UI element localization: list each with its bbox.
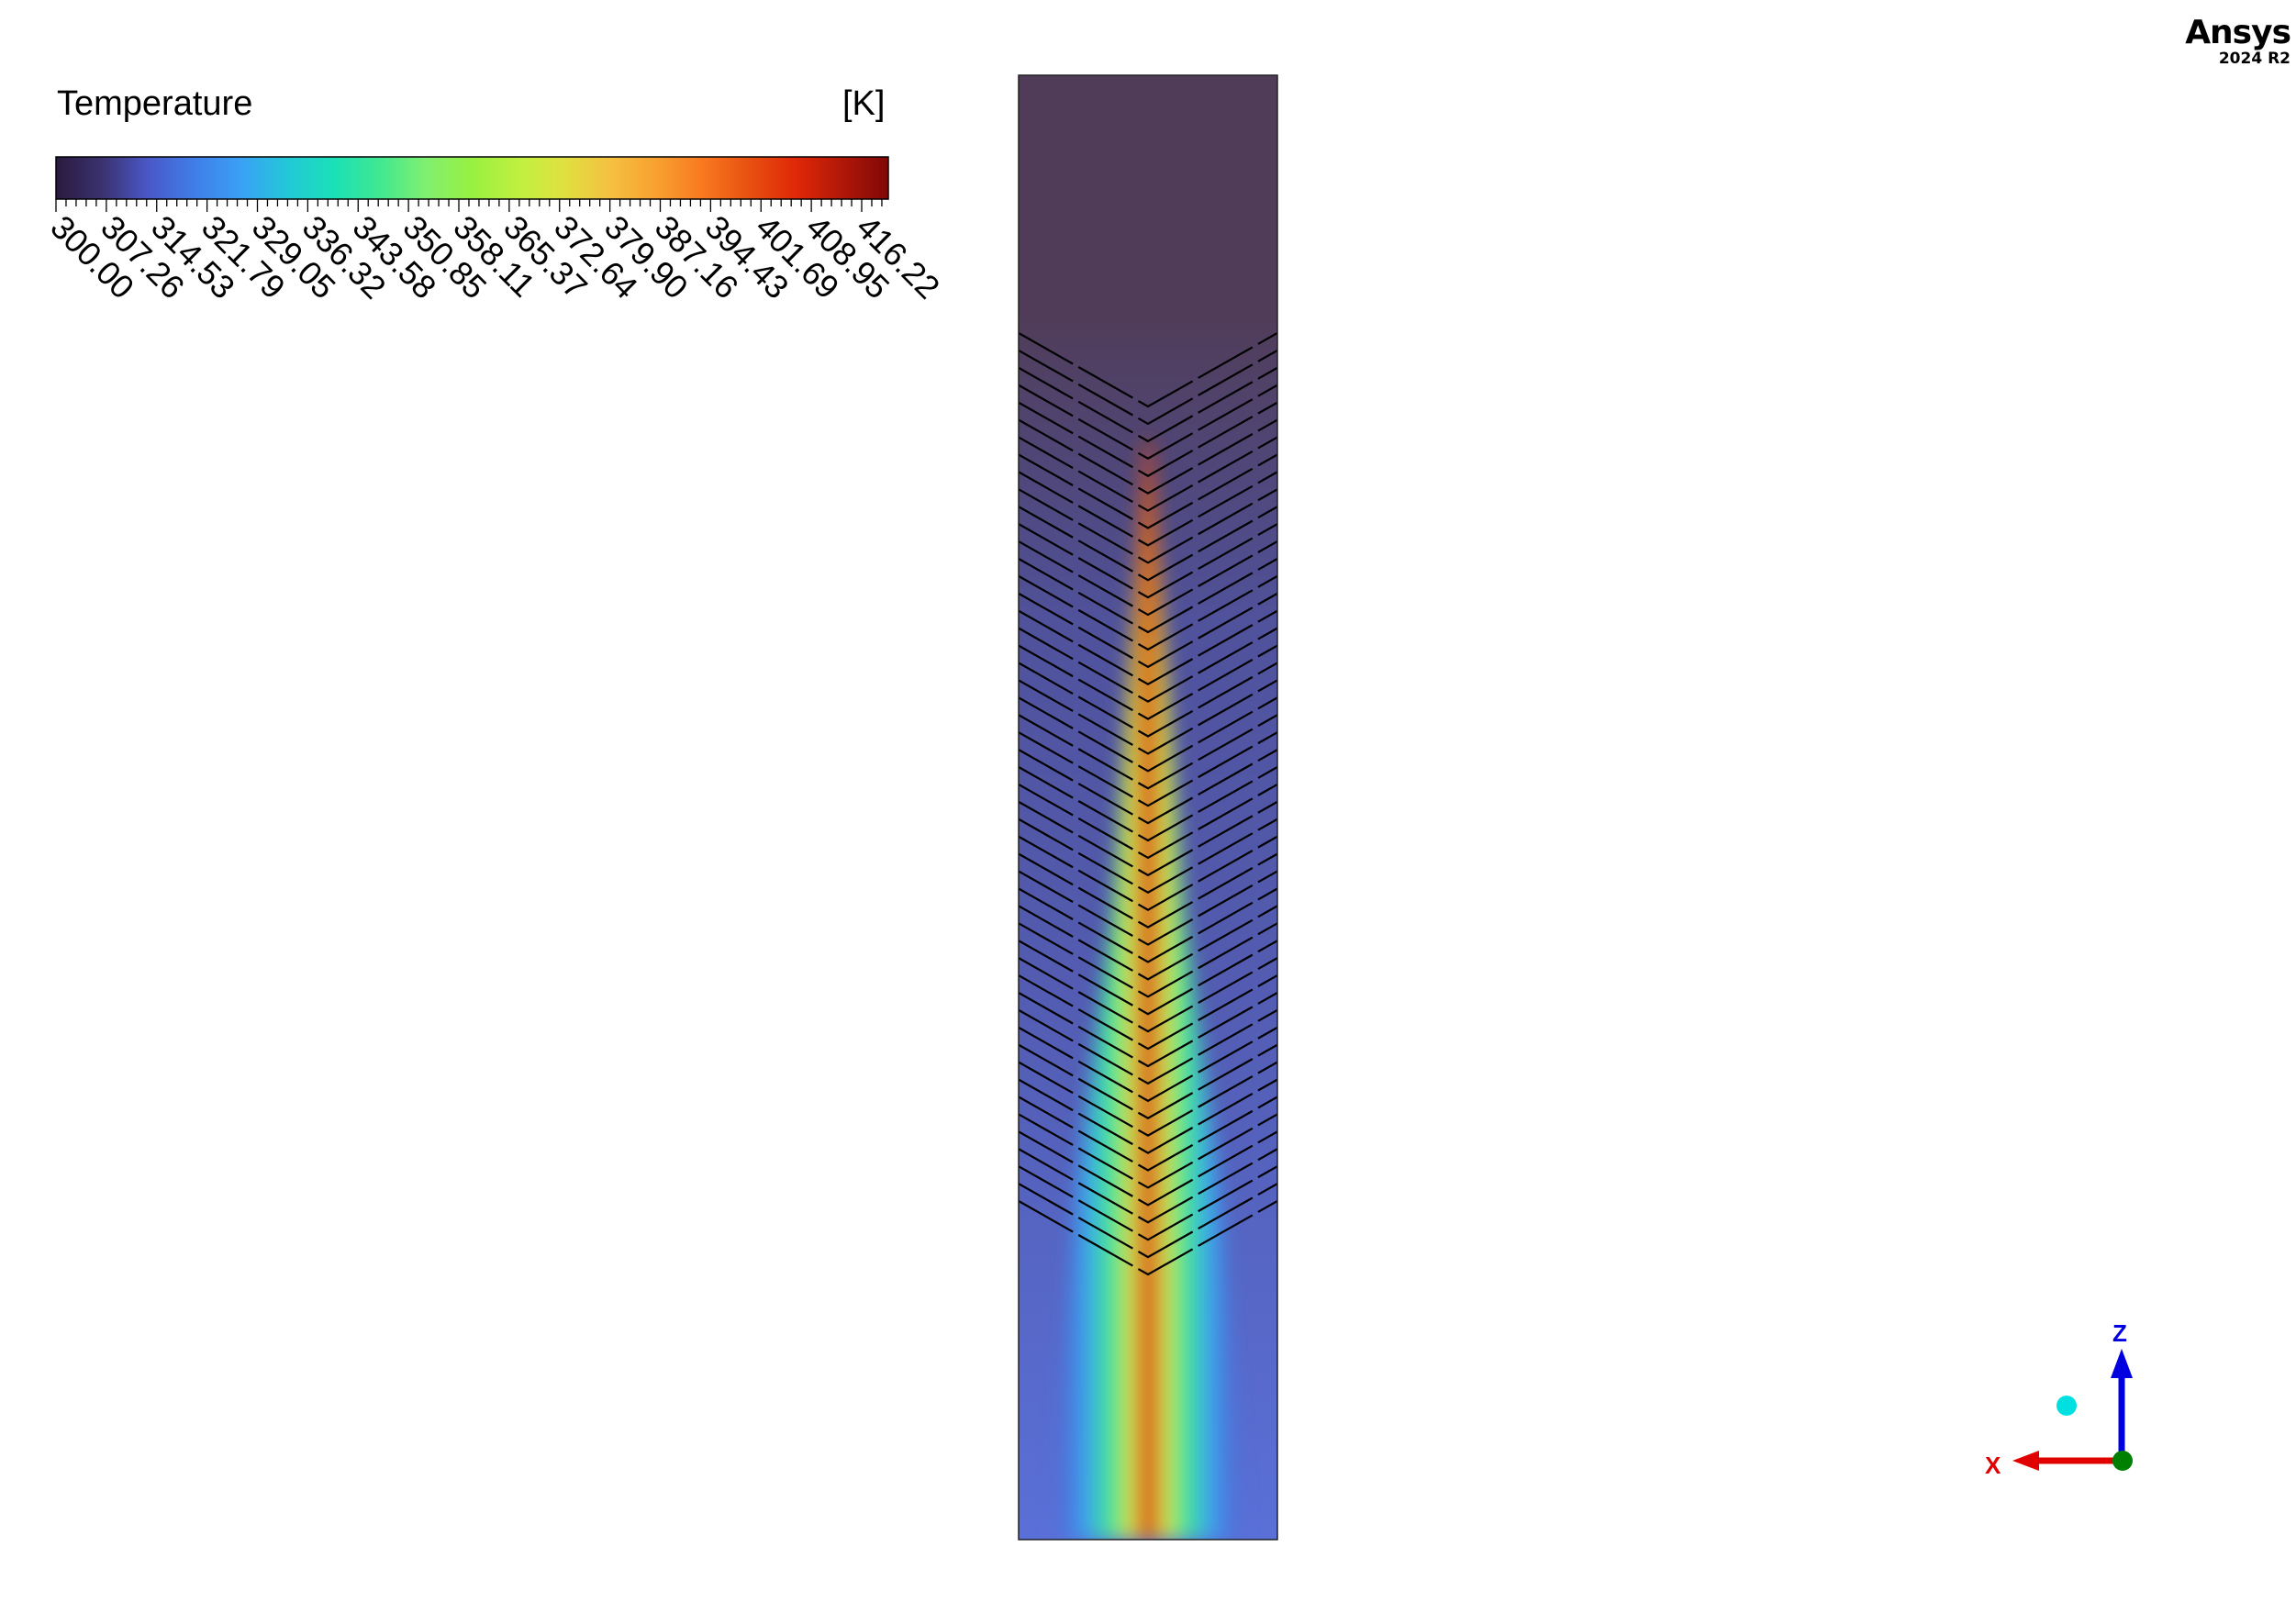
baffle-line [1019, 592, 1277, 669]
axis-triad: X Z [1985, 1319, 2133, 1479]
origin-ball [2112, 1451, 2133, 1471]
baffle-line [1019, 349, 1277, 426]
z-axis-label: Z [2112, 1319, 2127, 1347]
baffle-line [1019, 940, 1277, 1016]
baffle-line [1019, 558, 1277, 634]
baffles [1019, 332, 1277, 1276]
baffle-line [1019, 644, 1277, 720]
baffle-line [1019, 731, 1277, 807]
baffle-line [1019, 887, 1277, 963]
legend-unit: [K] [842, 84, 886, 123]
colorbar-labels: 300.00307.26314.53321.79329.05336.32343.… [43, 208, 947, 306]
baffle-line [1019, 800, 1277, 877]
baffle-line [1019, 384, 1277, 461]
baffle-line [1019, 818, 1277, 895]
baffle-line [1019, 974, 1277, 1051]
baffle-line [1019, 453, 1277, 529]
baffle-line [1019, 1200, 1277, 1276]
colorbar: 300.00307.26314.53321.79329.05336.32343.… [43, 156, 947, 306]
baffle-line [1019, 905, 1277, 981]
baffle-line [1019, 436, 1277, 512]
baffle-line [1019, 696, 1277, 773]
baffle-line [1019, 1078, 1277, 1154]
baffle-line [1019, 957, 1277, 1033]
baffle-line [1019, 1026, 1277, 1103]
logo-brand: Ansys [2185, 14, 2291, 51]
baffle-line [1019, 1165, 1277, 1241]
colorbar-ticks [55, 199, 883, 212]
x-axis-label: X [1985, 1452, 2001, 1479]
baffle-line [1019, 540, 1277, 617]
baffle-line [1019, 749, 1277, 825]
baffle-line [1019, 1096, 1277, 1172]
baffle-line [1019, 870, 1277, 946]
logo-version: 2024 R2 [2218, 50, 2290, 68]
baffle-line [1019, 1183, 1277, 1259]
baffle-line [1019, 471, 1277, 547]
baffle-line [1019, 1008, 1277, 1085]
temperature-contour[interactable] [1019, 75, 1277, 1540]
z-axis-arrowhead [2111, 1349, 2133, 1378]
legend-title: Temperature [57, 84, 253, 123]
baffle-line [1019, 574, 1277, 651]
ansys-logo: Ansys 2024 R2 [2185, 14, 2291, 69]
baffle-line [1019, 662, 1277, 738]
hot-plume [1048, 440, 1248, 1540]
baffle-line [1019, 332, 1277, 408]
baffle-line [1019, 852, 1277, 929]
baffle-line [1019, 609, 1277, 685]
baffle-line [1019, 783, 1277, 860]
baffle-line [1019, 1148, 1277, 1224]
baffle-line [1019, 1130, 1277, 1207]
baffle-line [1019, 488, 1277, 564]
baffle-line [1019, 835, 1277, 911]
baffle-line [1019, 922, 1277, 998]
baffle-line [1019, 992, 1277, 1068]
x-axis-arrowhead [2012, 1451, 2039, 1471]
baffle-line [1019, 714, 1277, 790]
view-ball [2056, 1396, 2077, 1416]
baffle-line [1019, 627, 1277, 703]
baffle-line [1019, 366, 1277, 443]
baffle-line [1019, 401, 1277, 477]
baffle-line [1019, 523, 1277, 599]
baffle-line [1019, 418, 1277, 495]
baffle-line [1019, 679, 1277, 755]
colorbar-gradient [55, 156, 889, 200]
domain-outline [1018, 74, 1278, 1541]
baffle-line [1019, 506, 1277, 582]
baffle-line [1019, 1061, 1277, 1137]
baffle-line [1019, 1113, 1277, 1189]
baffle-line [1019, 766, 1277, 842]
baffle-line [1019, 1043, 1277, 1119]
